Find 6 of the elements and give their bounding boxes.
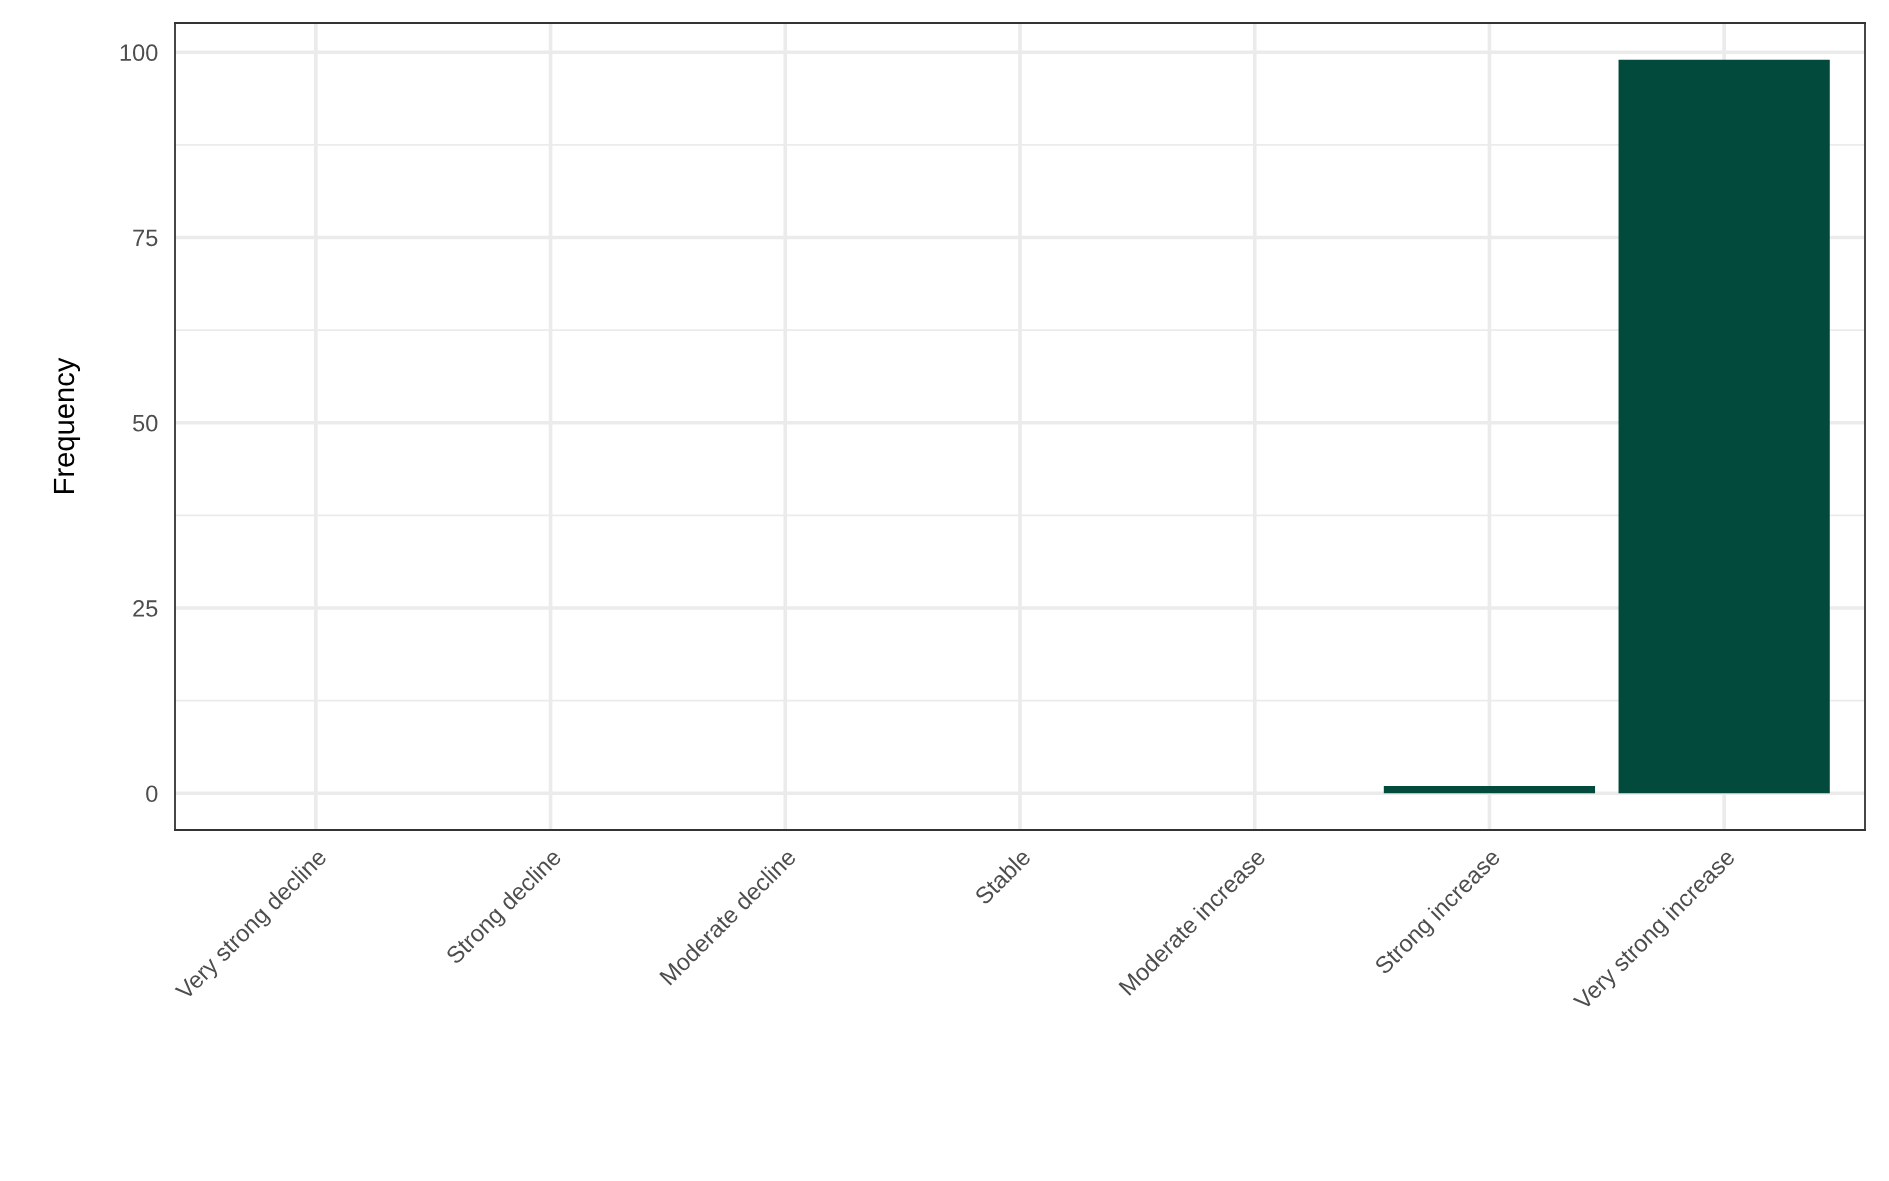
- y-tick-label: 100: [120, 44, 158, 62]
- y-axis-title: Frequency: [53, 357, 81, 493]
- y-tick-label: 0: [146, 785, 158, 803]
- y-tick-label: 25: [133, 600, 158, 617]
- y-tick-label: 75: [133, 229, 158, 247]
- y-tick-label: 50: [133, 414, 158, 432]
